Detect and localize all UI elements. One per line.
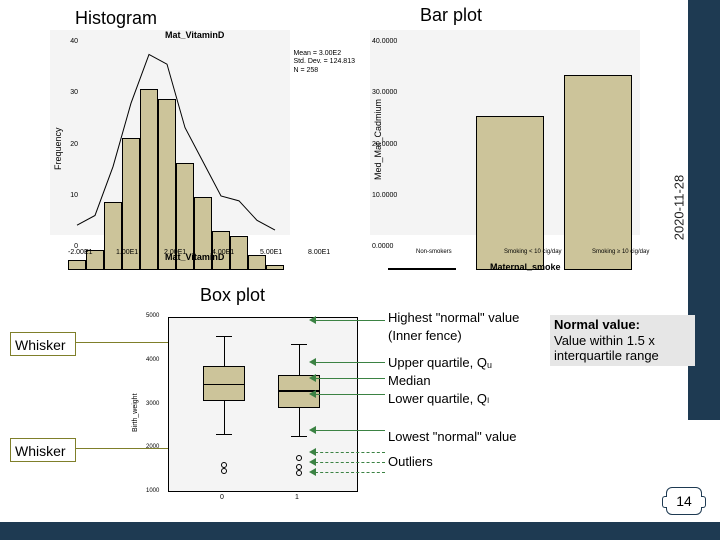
anno-highest: Highest "normal" value [388,310,519,326]
histogram-title: Histogram [75,8,157,29]
boxplot-outlier [221,468,227,474]
histogram-chart: Mat_VitaminD Frequency 010203040 -2.00E1… [50,30,350,270]
barplot-y-label: Med_Mat_Cadmium [373,99,383,180]
arrow-dashed-icon [315,462,385,463]
barplot-xtick: Non-smokers [416,249,491,255]
stat-n: N = 258 [293,67,355,75]
arrow-solid-icon [315,394,385,395]
barplot-ytick: 0.0000 [372,243,393,250]
arrow-head-icon [309,358,316,366]
bottom-strip [0,522,720,540]
boxplot-ytick: 4000 [146,357,159,363]
histogram-plot [50,30,290,235]
page-number: 14 [676,493,692,509]
arrow-solid-icon [315,362,385,363]
barplot-xtick: Smoking ≥ 10 cig/day [592,249,667,255]
arrow-solid-icon [315,430,385,431]
boxplot-xtick: 0 [220,494,224,501]
boxplot-whisker-cap [291,436,307,437]
arrow-solid-icon [315,320,385,321]
arrow-head-icon [309,468,316,476]
anno-qu: Upper quartile, Qᵤ [388,355,519,371]
barplot-ytick: 10.0000 [372,192,397,199]
whisker-frame-upper [10,332,76,356]
boxplot-xtick: 1 [295,494,299,501]
slide: 2020-11-28 Histogram Bar plot Mat_Vitami… [0,0,720,540]
barplot-chart: Med_Mat_Cadmium 0.0000 10.0000 20.0000 30.0… [370,30,680,270]
anno-ql: Lower quartile, Qₗ [388,391,519,407]
barplot-xtick: Smoking < 10 cig/day [504,249,579,255]
anno-lowest: Lowest "normal" value [388,429,519,445]
barplot-bar [388,268,456,270]
barplot-title: Bar plot [420,5,482,26]
arrow-head-icon [309,458,316,466]
barplot-bar [564,75,632,270]
boxplot-ytick: 2000 [146,444,159,450]
histogram-ytick: 20 [70,141,78,148]
boxplot-ytick: 5000 [146,313,159,319]
histogram-x-label: Mat_VitaminD [165,252,224,262]
barplot-bar [476,116,544,270]
boxplot-plot [168,317,358,492]
normal-note-title: Normal value: [554,317,640,332]
arrow-dashed-icon [315,472,385,473]
histogram-stats: Mean = 3.00E2 Std. Dev. = 124.813 N = 25… [293,50,355,75]
histogram-xtick: -2.00E1 [68,249,93,256]
boxplot-whisker-cap [291,344,307,345]
boxplot-ytick: 3000 [146,401,159,407]
boxplot-title: Box plot [200,285,265,306]
page-number-badge: 14 [666,487,702,515]
barplot-ytick: 40.0000 [372,38,397,45]
histogram-xtick: 8.00E1 [308,249,330,256]
barplot-ytick: 20.0000 [372,141,397,148]
barplot-ytick: 30.0000 [372,89,397,96]
boxplot-outlier [296,470,302,476]
stat-mean: Mean = 3.00E2 [293,50,355,58]
arrow-solid-icon [315,378,385,379]
boxplot-y-label: Birth_weight [132,393,139,432]
anno-outliers: Outliers [388,454,519,470]
histogram-ytick: 30 [70,89,78,96]
stat-std: Std. Dev. = 124.813 [293,58,355,66]
arrow-head-icon [309,374,316,382]
arrow-head-icon [309,390,316,398]
barplot-x-label: Maternal_smoke [490,262,561,272]
histogram-ytick: 40 [70,38,78,45]
histogram-ytick: 10 [70,192,78,199]
normal-value-note: Normal value: Value within 1.5 x interqu… [550,315,695,366]
boxplot-whisker-cap [216,434,232,435]
arrow-dashed-icon [315,452,385,453]
histogram-xtick: 1.00E1 [116,249,138,256]
boxplot-outlier [296,455,302,461]
annotation-column: Highest "normal" value (Inner fence) Upp… [388,310,519,472]
boxplot-whisker-cap [216,336,232,337]
arrow-head-icon [309,448,316,456]
top-row: Histogram Bar plot Mat_VitaminD Frequenc… [0,0,720,280]
arrow-head-icon [309,316,316,324]
histogram-xtick: 5.00E1 [260,249,282,256]
anno-inner-fence: (Inner fence) [388,328,519,344]
boxplot-ytick: 1000 [146,488,159,494]
barplot-plot [370,30,640,235]
boxplot-chart: Birth_weight 1000 2000 3000 4000 5000 0 1 [130,307,375,517]
normal-note-body: Value within 1.5 x interquartile range [554,333,659,364]
boxplot-median [203,384,245,386]
anno-median: Median [388,373,519,389]
boxplot-outlier [296,464,302,470]
whisker-frame-lower [10,438,76,462]
boxplot-outlier [221,462,227,468]
arrow-head-icon [309,426,316,434]
